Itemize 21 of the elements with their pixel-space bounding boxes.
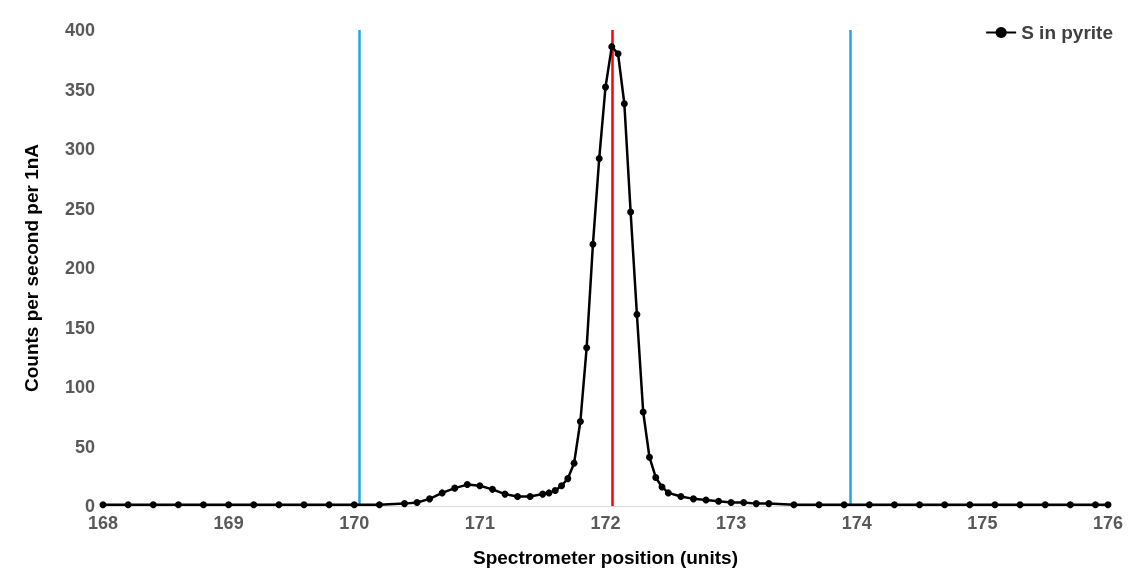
y-tick-label: 100 <box>64 377 95 397</box>
y-tick-label: 200 <box>64 258 95 278</box>
x-axis-title: Spectrometer position (units) <box>473 547 738 568</box>
x-tick-label: 170 <box>339 513 370 533</box>
y-tick-label: 400 <box>64 20 95 40</box>
x-tick-label: 168 <box>87 513 119 533</box>
y-axis-title: Counts per second per 1nA <box>21 143 42 393</box>
x-tick-label: 171 <box>464 513 495 533</box>
y-tick-label: 350 <box>64 79 95 100</box>
x-tick-label: 169 <box>213 513 244 533</box>
x-tick-label: 175 <box>967 513 998 533</box>
y-tick-label: 150 <box>64 317 95 338</box>
legend-label: S in pyrite <box>1021 22 1113 43</box>
x-tick-label: 176 <box>1092 513 1124 533</box>
y-tick-label: 250 <box>64 198 95 219</box>
y-tick-label: 300 <box>64 139 95 159</box>
x-tick-label: 173 <box>716 513 747 533</box>
x-tick-label: 174 <box>841 513 872 533</box>
x-tick-label: 172 <box>590 513 621 533</box>
y-tick-label: 0 <box>84 496 95 516</box>
y-tick-label: 50 <box>74 436 95 457</box>
